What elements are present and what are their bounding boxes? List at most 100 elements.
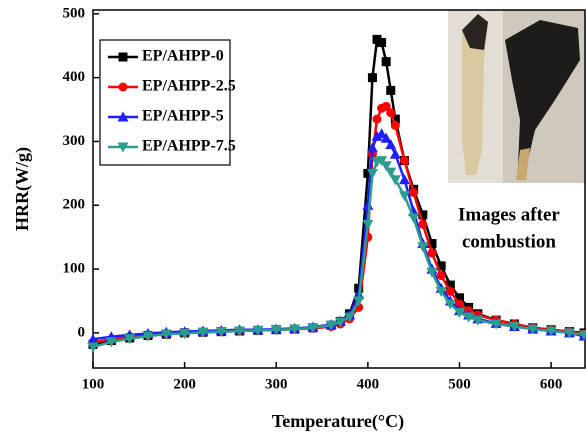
y-tick-label: 100 [63, 261, 86, 277]
marker [142, 331, 154, 342]
annotation: Images after [458, 204, 560, 225]
marker [371, 130, 383, 141]
x-axis-title: Temperature(°C) [272, 411, 404, 432]
marker [444, 299, 456, 310]
y-tick-label: 0 [78, 324, 86, 340]
marker [234, 326, 246, 337]
y-tick-label: 400 [63, 69, 86, 85]
marker [453, 307, 465, 318]
marker [400, 156, 410, 166]
marker [197, 327, 209, 338]
marker [389, 175, 401, 186]
marker [334, 317, 346, 328]
y-axis-title: HRR(W/g) [12, 147, 33, 231]
marker [380, 132, 392, 143]
sample-left [462, 14, 488, 175]
marker [380, 161, 392, 172]
marker [426, 267, 438, 278]
x-tick-label: 100 [82, 376, 105, 392]
marker [390, 114, 400, 124]
marker [578, 330, 586, 341]
inset-photo [448, 10, 585, 183]
marker [445, 286, 455, 296]
marker [454, 293, 464, 303]
char-left [462, 14, 488, 50]
legend-label: EP/AHPP-0 [142, 48, 224, 65]
marker [436, 261, 446, 271]
y-tick-label: 200 [63, 197, 86, 213]
marker [367, 73, 377, 83]
y-tick-label: 300 [63, 133, 86, 149]
marker [179, 329, 191, 340]
marker [376, 128, 388, 139]
marker [385, 139, 397, 150]
marker [386, 108, 396, 118]
legend-label: EP/AHPP-7.5 [142, 138, 236, 155]
marker [325, 320, 337, 331]
marker [362, 199, 374, 210]
x-tick-label: 500 [448, 376, 471, 392]
marker [418, 219, 428, 229]
marker [363, 168, 373, 178]
y-tick-label: 500 [63, 5, 86, 21]
annotation: combustion [462, 231, 556, 252]
marker [289, 324, 301, 335]
marker [215, 327, 227, 338]
marker [390, 121, 400, 131]
marker [399, 191, 411, 202]
marker [381, 57, 391, 67]
legend-label: EP/AHPP-5 [142, 108, 224, 125]
marker [409, 188, 419, 198]
marker [490, 319, 502, 330]
marker [362, 219, 374, 230]
marker [344, 312, 356, 323]
x-tick-label: 200 [173, 376, 196, 392]
marker [105, 337, 117, 348]
marker [381, 101, 391, 111]
marker [427, 248, 437, 258]
marker [372, 34, 382, 44]
marker [376, 156, 388, 167]
marker [527, 324, 539, 335]
x-tick-label: 600 [540, 376, 563, 392]
marker [377, 38, 387, 48]
marker [118, 52, 128, 62]
marker [472, 315, 484, 326]
marker [435, 286, 447, 297]
marker [372, 114, 382, 124]
marker [117, 142, 129, 153]
marker [417, 242, 429, 253]
marker [408, 213, 420, 224]
marker [270, 325, 282, 336]
marker [445, 280, 455, 290]
marker [385, 167, 397, 178]
marker [252, 325, 264, 336]
marker [353, 296, 365, 307]
marker [118, 82, 128, 92]
marker [463, 312, 475, 323]
x-tick-label: 400 [357, 376, 380, 392]
marker [386, 85, 396, 95]
marker [307, 323, 319, 334]
marker [160, 329, 172, 340]
legend-label: EP/AHPP-2.5 [142, 78, 236, 95]
marker [124, 334, 136, 345]
marker [366, 168, 378, 179]
marker [508, 322, 520, 333]
marker [418, 210, 428, 220]
plot-frame [92, 9, 586, 369]
x-tick-label: 300 [265, 376, 288, 392]
marker [366, 142, 378, 153]
marker [399, 174, 411, 185]
marker [436, 270, 446, 280]
marker [87, 342, 99, 353]
marker [117, 111, 129, 122]
marker [389, 148, 401, 159]
char-right-base [516, 148, 530, 180]
marker [563, 328, 575, 339]
marker [87, 333, 99, 344]
sample-right [505, 20, 580, 165]
marker [545, 326, 557, 337]
